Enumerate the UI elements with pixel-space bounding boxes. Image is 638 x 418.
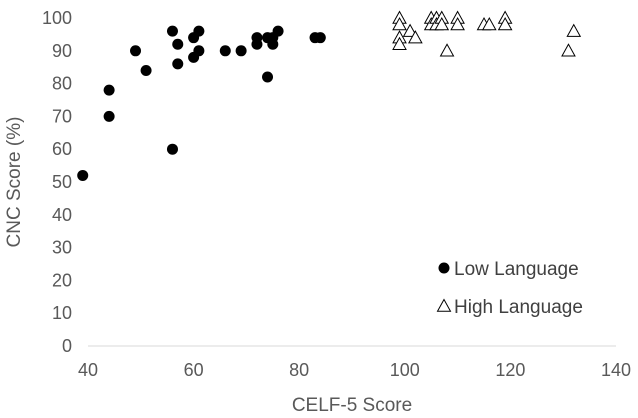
y-tick-label: 60 [52, 139, 72, 159]
low-language-point [103, 110, 115, 122]
x-tick-label: 120 [495, 360, 525, 380]
x-tick-label: 140 [601, 360, 631, 380]
y-tick-label: 50 [52, 172, 72, 192]
high-language-point [561, 43, 576, 57]
high-language-point [434, 17, 450, 31]
series-high-language [392, 10, 582, 57]
high-language-point [392, 36, 407, 50]
high-language-point [481, 17, 497, 31]
y-tick-label: 70 [52, 106, 72, 126]
legend-label: High Language [454, 297, 583, 318]
low-language-point [314, 32, 326, 44]
y-tick-label: 80 [52, 74, 72, 94]
legend-item: High Language [436, 297, 583, 318]
series-low-language [77, 25, 326, 181]
x-tick-label: 40 [78, 360, 98, 380]
high-language-point [408, 30, 423, 44]
low-language-point [166, 143, 178, 155]
low-language-point [172, 58, 184, 70]
x-axis-title: CELF-5 Score [292, 395, 412, 416]
legend: Low Language High Language [436, 259, 583, 318]
high-language-point [497, 17, 513, 31]
low-language-point [140, 64, 152, 76]
legend-marker-low-language [438, 262, 450, 274]
legend-item: Low Language [438, 259, 579, 280]
low-language-point [219, 45, 231, 57]
y-axis: 0 10 20 30 40 50 60 70 80 90 100 [42, 8, 72, 356]
high-language-point [439, 43, 455, 57]
y-tick-label: 20 [52, 270, 72, 290]
y-tick-label: 30 [52, 238, 72, 258]
low-language-point [267, 38, 279, 50]
low-language-point [235, 45, 247, 57]
high-language-point [392, 17, 407, 31]
x-axis: 40 60 80 100 120 140 [78, 345, 631, 380]
data-points [77, 10, 582, 181]
y-tick-label: 10 [52, 303, 72, 323]
y-tick-label: 40 [52, 205, 72, 225]
y-tick-label: 0 [62, 336, 72, 356]
high-language-point [450, 17, 465, 31]
low-language-point [166, 25, 178, 37]
high-language-point [402, 23, 418, 37]
low-language-point [272, 25, 284, 37]
x-tick-label: 100 [390, 360, 420, 380]
legend-marker-high-language [436, 298, 452, 312]
low-language-point [251, 38, 263, 50]
low-language-point [262, 71, 274, 83]
y-tick-label: 90 [52, 41, 72, 61]
x-tick-label: 60 [184, 360, 204, 380]
high-language-point [566, 23, 582, 37]
low-language-point [130, 45, 142, 57]
low-language-point [193, 45, 205, 57]
y-axis-title: CNC Score (%) [4, 117, 25, 248]
legend-label: Low Language [454, 259, 579, 280]
low-language-point [103, 84, 115, 96]
y-tick-label: 100 [42, 8, 72, 28]
low-language-point [193, 25, 205, 37]
x-tick-label: 80 [289, 360, 309, 380]
low-language-point [77, 169, 89, 181]
low-language-point [172, 38, 184, 50]
